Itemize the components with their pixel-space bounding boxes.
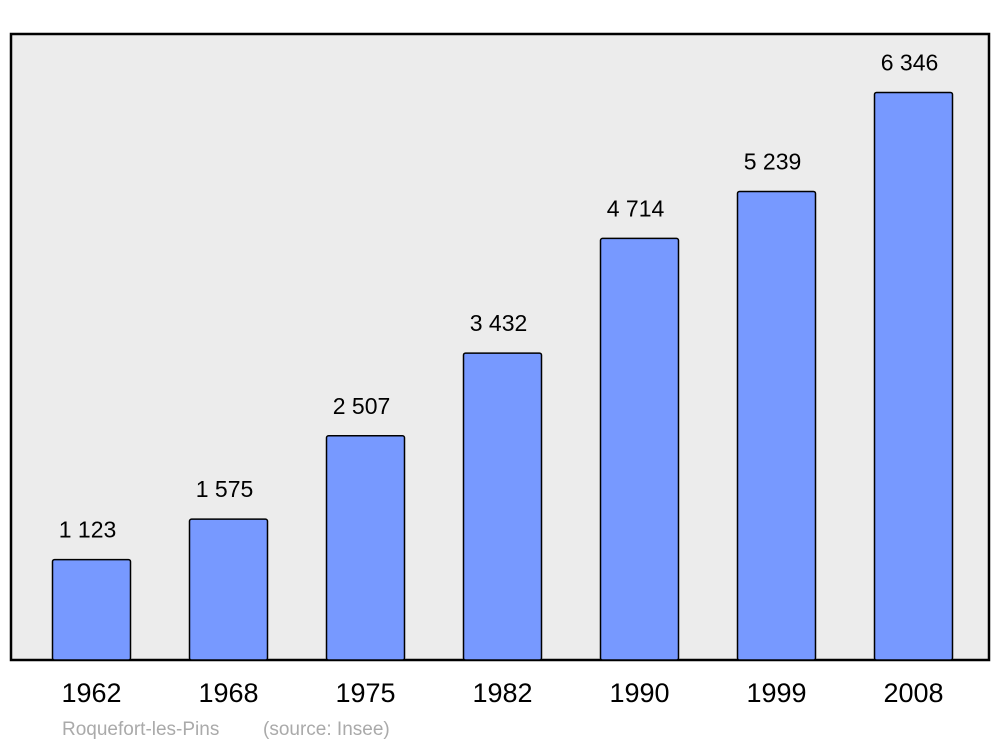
value-label: 6 346 — [881, 50, 939, 76]
x-tick-label: 1990 — [609, 678, 669, 708]
x-tick-label: 1975 — [335, 678, 395, 708]
x-tick-label: 1982 — [472, 678, 532, 708]
bar — [188, 518, 269, 661]
bar — [51, 558, 132, 661]
source-note: (source: Insee) — [263, 719, 390, 740]
bar — [599, 237, 680, 661]
bar — [462, 352, 543, 661]
value-label: 1 575 — [196, 476, 254, 502]
x-tick-label: 1968 — [198, 678, 258, 708]
value-label: 2 507 — [333, 393, 391, 419]
value-label: 4 714 — [607, 196, 665, 222]
value-label: 5 239 — [744, 149, 802, 175]
x-tick-label: 2008 — [883, 678, 943, 708]
value-label: 3 432 — [470, 310, 528, 336]
bar — [325, 435, 406, 661]
chart-title: Roquefort-les-Pins — [62, 719, 219, 740]
x-tick-label: 1999 — [746, 678, 806, 708]
value-label: 1 123 — [59, 517, 117, 543]
bar — [873, 91, 954, 661]
bar — [736, 190, 817, 661]
x-tick-label: 1962 — [61, 678, 121, 708]
